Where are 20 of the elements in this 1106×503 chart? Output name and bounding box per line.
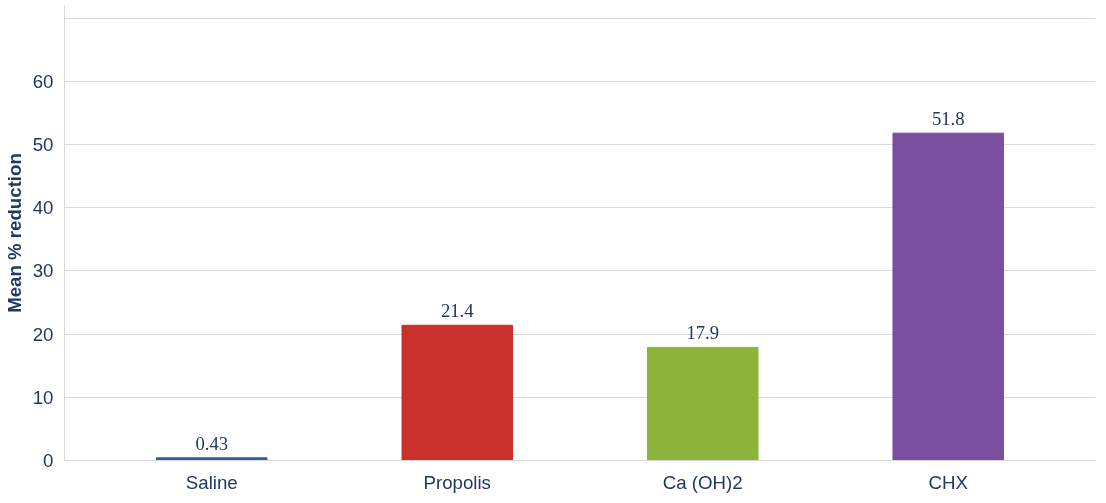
bar xyxy=(647,346,759,461)
x-tick-label: CHX xyxy=(928,471,969,493)
data-label: 51.8 xyxy=(931,108,965,130)
data-label: 0.43 xyxy=(195,432,229,454)
y-tick-label: 60 xyxy=(32,70,54,92)
bar xyxy=(156,457,268,461)
x-tick-label: Saline xyxy=(185,471,238,493)
y-tick-label: 10 xyxy=(32,386,54,408)
y-axis-title: Mean % reduction xyxy=(3,153,25,313)
data-label: 17.9 xyxy=(686,322,720,344)
y-tick-label: 20 xyxy=(32,323,54,345)
data-label: 21.4 xyxy=(440,300,475,322)
x-tick-label: Ca (OH)2 xyxy=(662,471,743,493)
bar xyxy=(401,324,513,461)
y-tick-label: 0 xyxy=(43,450,54,471)
x-tick-label: Propolis xyxy=(423,471,491,493)
y-tick-label: 30 xyxy=(32,260,54,282)
y-tick-label: 40 xyxy=(32,197,54,219)
bar xyxy=(892,132,1004,461)
y-tick-label: 50 xyxy=(32,134,54,156)
